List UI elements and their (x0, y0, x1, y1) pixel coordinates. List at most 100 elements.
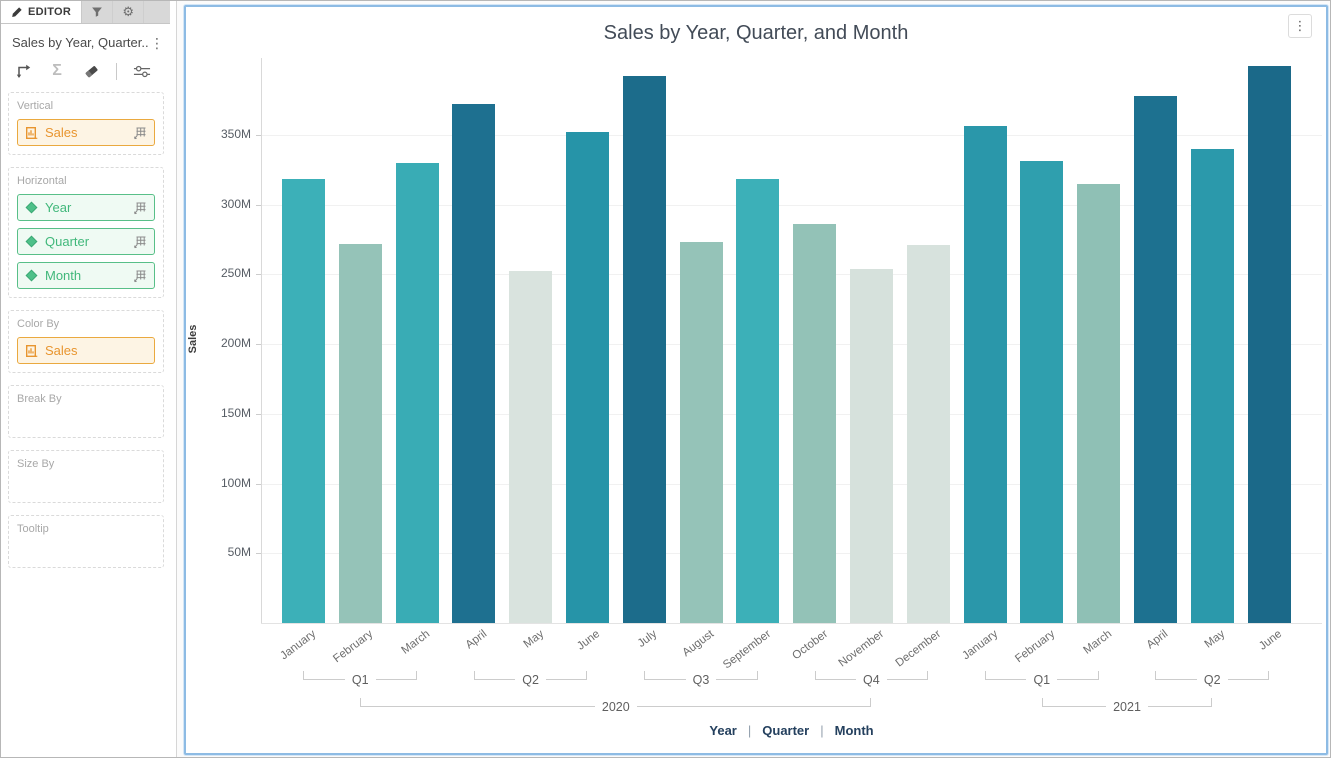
bar-july-2020[interactable] (622, 76, 666, 623)
dimension-diamond-icon (25, 201, 38, 214)
bracket-line-left (1155, 671, 1197, 680)
well-vertical: Vertical Sales (8, 92, 164, 155)
legend-item-year[interactable]: Year (709, 723, 737, 738)
dimension-diamond-icon (25, 269, 38, 282)
bar-january-2021[interactable] (963, 126, 1007, 623)
hierarchy-legend: Year | Quarter | Month (261, 723, 1322, 738)
bracket-line-right (1227, 671, 1269, 680)
editor-toolbar: Σ (1, 52, 176, 92)
x-axis-baseline (261, 623, 1322, 624)
tab-editor[interactable]: EDITOR (1, 1, 83, 23)
grid-icon[interactable] (133, 201, 147, 215)
bar-june-2020[interactable] (565, 131, 609, 623)
quarter-bracket-1-label: Q1 (351, 673, 369, 687)
chart-title: Sales by Year, Quarter, and Month (603, 22, 909, 44)
quarter-bracket-3-label: Q3 (692, 673, 710, 687)
bracket-line-left (814, 671, 857, 680)
bar-april-2020[interactable] (452, 104, 496, 623)
quarter-bracket-2: Q2 (473, 671, 588, 689)
gridline-250M (261, 274, 1322, 276)
gridline-200M (261, 344, 1322, 345)
quarter-bracket-6: Q2 (1155, 671, 1269, 689)
gridline-350M (261, 134, 1322, 136)
chart-menu-kebab-icon[interactable]: ⋮ (1288, 14, 1312, 38)
pill-label: Sales (45, 343, 78, 358)
well-pill-quarter[interactable]: Quarter (17, 228, 155, 255)
well-label-break-by: Break By (17, 393, 62, 405)
bar-may-2020[interactable] (509, 271, 553, 623)
legend-item-quarter[interactable]: Quarter (762, 723, 810, 738)
sliders-icon[interactable] (133, 62, 151, 80)
bar-october-2020[interactable] (793, 224, 837, 623)
plot-area: 50M 100M 150M 200M 250M 300M 350M January Februa… (186, 7, 1330, 757)
y-tick-label-150M: 150M (220, 405, 251, 420)
quarter-bracket-5-label: Q1 (1033, 673, 1051, 687)
quarter-bracket-3: Q3 (644, 671, 758, 689)
y-tick-label-300M: 300M (220, 196, 251, 211)
pill-label: Quarter (45, 234, 90, 249)
tab-filters[interactable] (82, 1, 114, 23)
grid-icon[interactable] (133, 235, 147, 249)
y-axis-line (261, 58, 262, 623)
bar-february-2020[interactable] (338, 243, 382, 623)
bar-november-2020[interactable] (849, 268, 893, 623)
y-tick-mark (256, 483, 261, 485)
tab-settings[interactable]: ⚙ (113, 1, 145, 23)
bracket-line-left (473, 671, 516, 680)
bar-march-2020[interactable] (395, 162, 439, 623)
bar-april-2021[interactable] (1133, 95, 1177, 623)
bar-may-2021[interactable] (1190, 148, 1234, 623)
bar-june-2021[interactable] (1247, 66, 1291, 623)
bar-december-2020[interactable] (906, 244, 950, 623)
bar-january-2020[interactable] (281, 179, 325, 623)
y-tick-label-250M: 250M (220, 266, 251, 281)
well-pill-sales[interactable]: Sales (17, 119, 155, 146)
corner-arrow-icon[interactable] (14, 62, 32, 80)
eraser-icon[interactable] (82, 62, 100, 80)
well-label-horizontal: Horizontal (17, 175, 67, 187)
bar-september-2020[interactable] (736, 179, 780, 623)
well-label-vertical: Vertical (17, 100, 54, 112)
year-bracket-2021-label: 2021 (1113, 700, 1141, 714)
widget-menu-kebab-icon[interactable]: ⋮ (150, 34, 164, 51)
bar-march-2021[interactable] (1077, 183, 1121, 623)
widget-title: Sales by Year, Quarter... (12, 35, 148, 50)
legend-item-month[interactable]: Month (834, 723, 874, 738)
funnel-icon (91, 6, 103, 18)
y-tick-mark (256, 204, 261, 206)
quarter-bracket-4-label: Q4 (863, 673, 880, 687)
measure-icon (25, 344, 38, 358)
well-pill-month[interactable]: Month (17, 262, 155, 289)
tab-editor-label: EDITOR (28, 6, 72, 18)
bar-august-2020[interactable] (679, 242, 723, 623)
quarter-bracket-6-label: Q2 (1203, 673, 1221, 687)
y-tick-mark (256, 274, 261, 276)
editor-panel: EDITOR ⚙ Sales by Year, Quarter... ⋮ (1, 1, 177, 757)
gridline-150M (261, 413, 1322, 415)
bar-february-2021[interactable] (1020, 161, 1064, 623)
widget-title-row: Sales by Year, Quarter... ⋮ (1, 24, 176, 52)
well-pill-sales[interactable]: Sales (17, 337, 155, 364)
quarter-bracket-2-label: Q2 (522, 673, 539, 687)
gear-icon: ⚙ (122, 4, 134, 19)
editor-tab-strip: EDITOR ⚙ (1, 1, 170, 24)
year-bracket-2021: 2021 (1041, 698, 1213, 716)
legend-separator: | (820, 723, 824, 738)
bracket-line-left (303, 671, 345, 680)
bracket-line-right (636, 698, 872, 707)
well-color-by: Color By Sales (8, 310, 164, 373)
y-tick-mark (256, 344, 261, 345)
grid-icon[interactable] (133, 269, 147, 283)
well-label-color-by: Color By (17, 318, 60, 330)
grid-icon[interactable] (133, 126, 147, 140)
y-tick-label-350M: 350M (220, 126, 251, 141)
y-tick-mark (256, 134, 261, 136)
gridline-50M (261, 553, 1322, 555)
gridline-100M (261, 483, 1322, 485)
sigma-icon[interactable]: Σ (52, 62, 62, 79)
legend-separator: | (747, 723, 752, 738)
gridline-300M (261, 204, 1322, 206)
well-size-by: Size By (8, 450, 164, 503)
well-pill-year[interactable]: Year (17, 194, 155, 221)
well-break-by: Break By (8, 385, 164, 438)
